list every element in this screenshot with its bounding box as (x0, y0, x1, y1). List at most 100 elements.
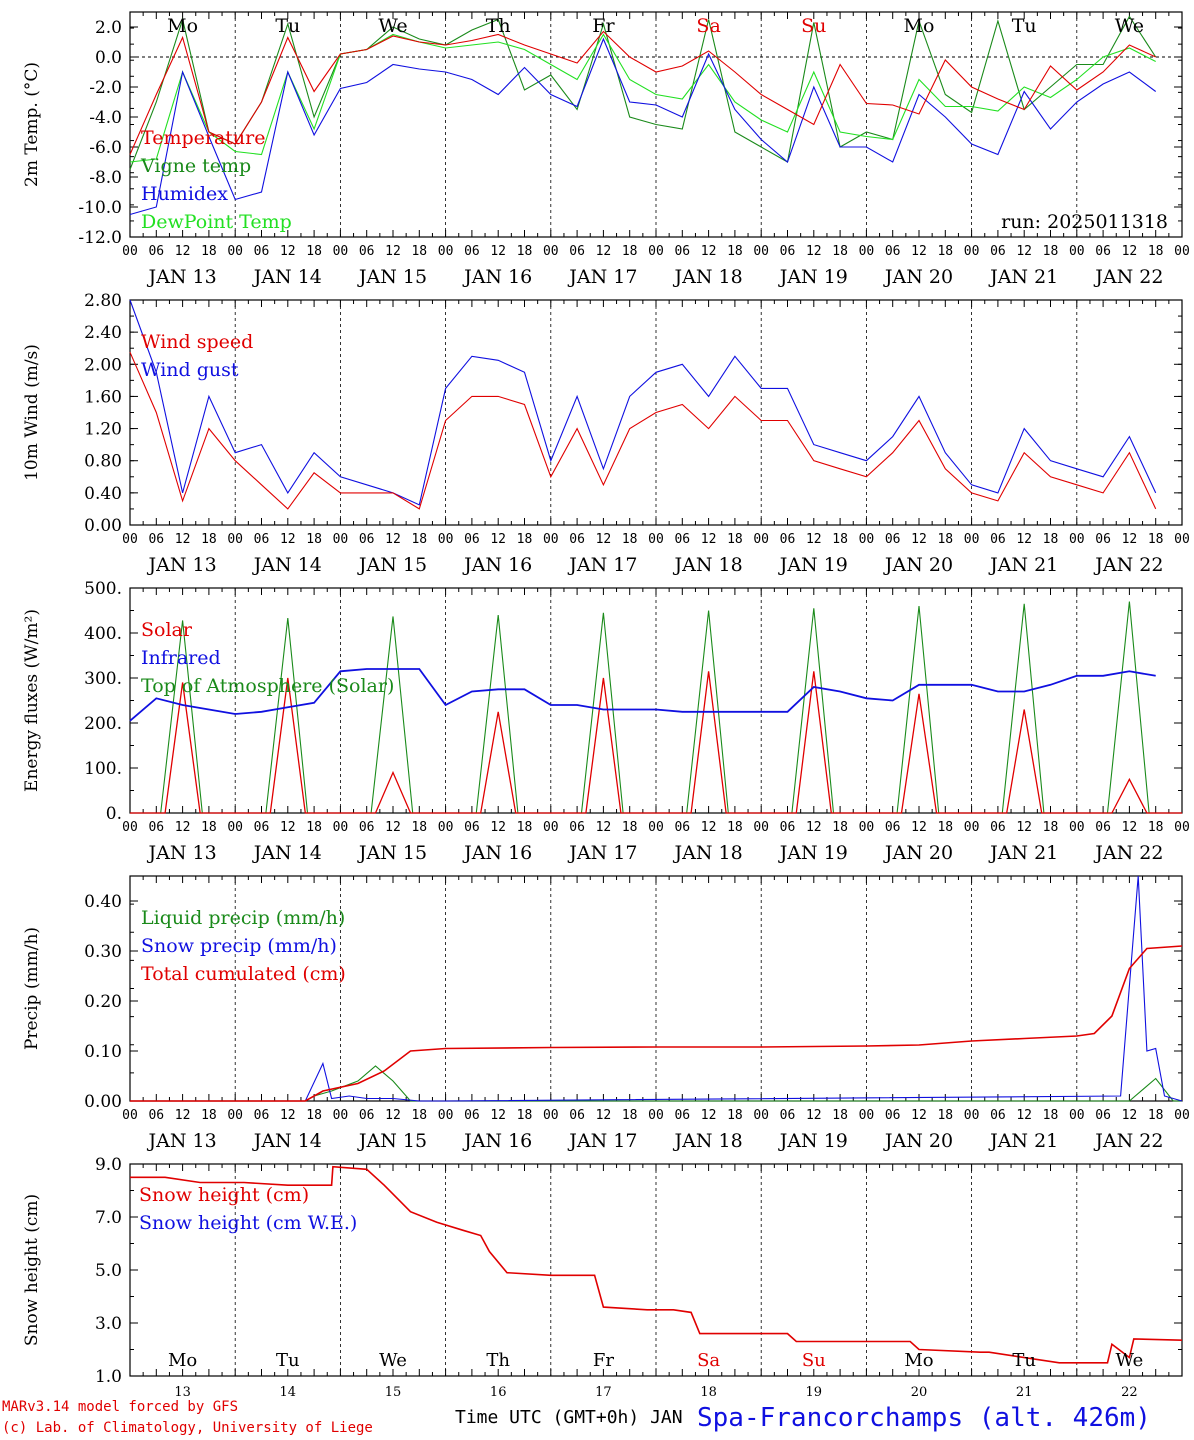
weekday-label: Su (802, 1350, 826, 1371)
y-tick-label: 0.30 (84, 942, 122, 962)
day-label: JAN 16 (462, 266, 532, 288)
snow-height-line (130, 1165, 1183, 1364)
legend-entry: Humidex (141, 183, 228, 205)
y-tick-label: 0.40 (84, 484, 122, 504)
hour-label: 06 (885, 532, 901, 547)
day-label: JAN 13 (147, 554, 217, 576)
hour-label: 00 (753, 1108, 769, 1123)
hour-label: 06 (464, 532, 480, 547)
day-label: JAN 21 (988, 554, 1058, 576)
hour-label: 06 (674, 1108, 690, 1123)
hour-label: 06 (1095, 1108, 1111, 1123)
hour-label: 12 (701, 244, 717, 259)
y-axis-label: 10m Wind (m/s) (22, 344, 42, 481)
hour-label: 06 (464, 1108, 480, 1123)
hour-label: 00 (122, 244, 138, 259)
y-tick-label: -6.0 (89, 138, 122, 158)
hour-label: 18 (1043, 820, 1059, 835)
hour-label: 18 (622, 244, 638, 259)
day-label: JAN 13 (147, 266, 217, 288)
y-axis-label: Energy fluxes (W/m²) (22, 609, 42, 792)
y-tick-label: -12.0 (78, 228, 122, 248)
weekday-label: Tu (1012, 1350, 1036, 1371)
y-tick-label: 100. (84, 759, 122, 779)
day-label: JAN 16 (462, 554, 532, 576)
day-number-label: 21 (1016, 1385, 1033, 1400)
hour-label: 12 (806, 244, 822, 259)
hour-label: 18 (622, 1108, 638, 1123)
hour-label: 00 (333, 1108, 349, 1123)
hour-label: 18 (1148, 820, 1164, 835)
hour-label: 00 (438, 820, 454, 835)
hour-label: 12 (911, 1108, 927, 1123)
series-line-0 (129, 30, 1156, 155)
day-label: JAN 16 (462, 842, 532, 864)
hour-label: 18 (1043, 532, 1059, 547)
y-tick-label: 1.60 (84, 387, 122, 407)
hour-label: 18 (306, 1108, 322, 1123)
hour-label: 06 (254, 1108, 270, 1123)
hour-label: 18 (1148, 532, 1164, 547)
y-tick-label: 0.00 (84, 1092, 122, 1112)
y-tick-label: 2.40 (84, 323, 122, 343)
day-number-label: 22 (1121, 1385, 1138, 1400)
hour-label: 06 (359, 820, 375, 835)
day-number-label: 18 (700, 1385, 717, 1400)
station-name: Spa-Francorchamps (alt. 426m) (697, 1403, 1151, 1433)
hour-label: 12 (1016, 532, 1032, 547)
y-tick-label: 5.0 (95, 1261, 122, 1281)
hour-label: 18 (201, 532, 217, 547)
y-tick-label: 0. (106, 804, 122, 824)
legend-entry: Wind gust (141, 359, 239, 381)
hour-label: 06 (148, 244, 164, 259)
y-tick-label: -8.0 (89, 168, 122, 188)
legend-entry: Vigne temp (140, 155, 251, 177)
hour-label: 12 (490, 1108, 506, 1123)
series-line-1 (129, 15, 1157, 170)
hour-label: 18 (1043, 244, 1059, 259)
hour-label: 12 (280, 532, 296, 547)
hour-label: 18 (1043, 1108, 1059, 1123)
y-tick-label: 500. (84, 579, 122, 599)
day-label: JAN 18 (673, 842, 743, 864)
day-label: JAN 19 (778, 842, 848, 864)
hour-label: 06 (359, 532, 375, 547)
hour-label: 00 (1174, 532, 1190, 547)
hour-label: 18 (832, 1108, 848, 1123)
y-tick-label: 0.20 (84, 992, 122, 1012)
day-label: JAN 15 (357, 1130, 427, 1152)
weekday-label: We (1116, 1350, 1144, 1371)
legend-entry: Temperature (141, 127, 265, 149)
hour-label: 06 (359, 1108, 375, 1123)
day-label: JAN 14 (252, 842, 322, 864)
hour-label: 12 (1016, 1108, 1032, 1123)
hour-label: 12 (701, 532, 717, 547)
hour-label: 12 (701, 1108, 717, 1123)
hour-label: 00 (543, 244, 559, 259)
day-label: JAN 14 (252, 1130, 322, 1152)
day-label: JAN 13 (147, 1130, 217, 1152)
hour-label: 18 (201, 1108, 217, 1123)
y-tick-label: 3.0 (95, 1314, 122, 1334)
weekday-label: We (379, 1350, 407, 1371)
hour-label: 18 (832, 532, 848, 547)
hour-label: 18 (517, 532, 533, 547)
day-label: JAN 20 (883, 1130, 953, 1152)
hour-label: 18 (201, 820, 217, 835)
hour-label: 12 (385, 1108, 401, 1123)
weekday-label: Su (801, 15, 826, 37)
hour-label: 00 (1174, 1108, 1190, 1123)
hour-label: 00 (964, 1108, 980, 1123)
hour-label: 00 (1069, 532, 1085, 547)
day-label: JAN 17 (567, 1130, 637, 1152)
day-label: JAN 15 (357, 842, 427, 864)
y-tick-label: 400. (84, 624, 122, 644)
hour-label: 00 (859, 820, 875, 835)
hour-label: 18 (517, 820, 533, 835)
hour-label: 12 (806, 1108, 822, 1123)
x-axis-title: Time UTC (GMT+0h) JAN (455, 1407, 683, 1428)
legend-entry: Infrared (141, 647, 221, 669)
hour-label: 06 (254, 244, 270, 259)
hour-label: 18 (937, 244, 953, 259)
day-label: JAN 19 (778, 554, 848, 576)
